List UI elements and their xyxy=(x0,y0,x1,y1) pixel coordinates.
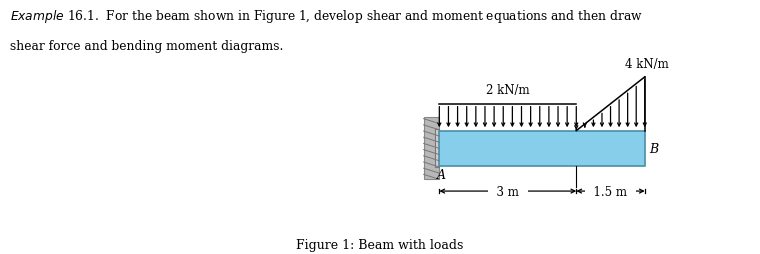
Text: shear force and bending moment diagrams.: shear force and bending moment diagrams. xyxy=(10,39,283,52)
Text: 4 kN/m: 4 kN/m xyxy=(625,57,669,70)
Text: 2 kN/m: 2 kN/m xyxy=(486,84,530,97)
Text: A: A xyxy=(437,168,446,181)
Text: B: B xyxy=(650,142,659,155)
Text: 3 m: 3 m xyxy=(489,185,527,198)
Bar xyxy=(423,118,439,180)
Text: Figure 1: Beam with loads: Figure 1: Beam with loads xyxy=(296,239,464,251)
Text: $\it{Example}$ 16.1.  For the beam shown in Figure 1, develop shear and moment e: $\it{Example}$ 16.1. For the beam shown … xyxy=(10,8,642,25)
Bar xyxy=(439,131,644,166)
Text: 1.5 m: 1.5 m xyxy=(586,185,635,198)
Bar xyxy=(435,130,439,167)
